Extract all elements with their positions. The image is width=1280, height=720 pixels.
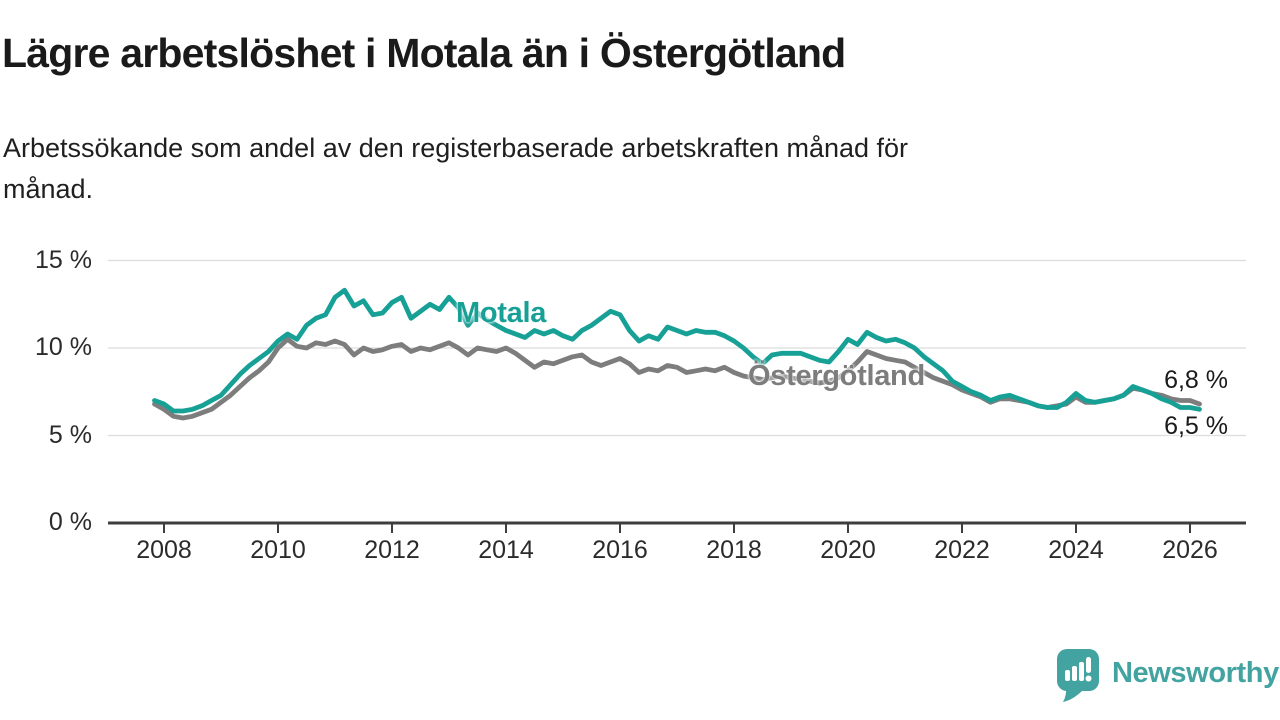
end-value-motala: 6,5 % — [1164, 412, 1228, 440]
x-tick-label-2008: 2008 — [136, 536, 192, 564]
series-line-motala — [152, 287, 1202, 414]
subtitle-line-1: Arbetssökande som andel av den registerb… — [3, 133, 909, 163]
x-tick-label-2014: 2014 — [478, 536, 534, 564]
page-title: Lägre arbetslöshet i Motala än i Östergö… — [2, 30, 846, 76]
x-tick-label-2012: 2012 — [364, 536, 420, 564]
newsworthy-logo: Newsworthy — [1056, 648, 1279, 704]
x-tick-label-2020: 2020 — [820, 536, 876, 564]
x-tick-label-2024: 2024 — [1048, 536, 1104, 564]
x-tick-label-2010: 2010 — [250, 536, 306, 564]
y-tick-label-5: 5 % — [48, 420, 92, 449]
x-tick-label-2022: 2022 — [934, 536, 990, 564]
series-label-motala: Motala — [456, 297, 547, 329]
subtitle-line-2: månad. — [3, 174, 94, 204]
y-tick-label-0: 0 % — [48, 508, 92, 536]
chart-subtitle: Arbetssökande som andel av den registerb… — [3, 128, 908, 210]
x-tick-label-2018: 2018 — [706, 536, 762, 564]
x-tick-label-2026: 2026 — [1162, 536, 1218, 564]
y-tick-label-15: 15 % — [35, 245, 92, 274]
newsworthy-logo-text: Newsworthy — [1112, 656, 1279, 689]
end-value-ostergotland: 6,8 % — [1164, 366, 1228, 394]
x-tick-label-2016: 2016 — [592, 536, 648, 564]
y-tick-label-10: 10 % — [35, 333, 92, 361]
series-label-ostergotland: Östergötland — [748, 360, 925, 392]
newsworthy-logo-icon — [1057, 649, 1099, 702]
